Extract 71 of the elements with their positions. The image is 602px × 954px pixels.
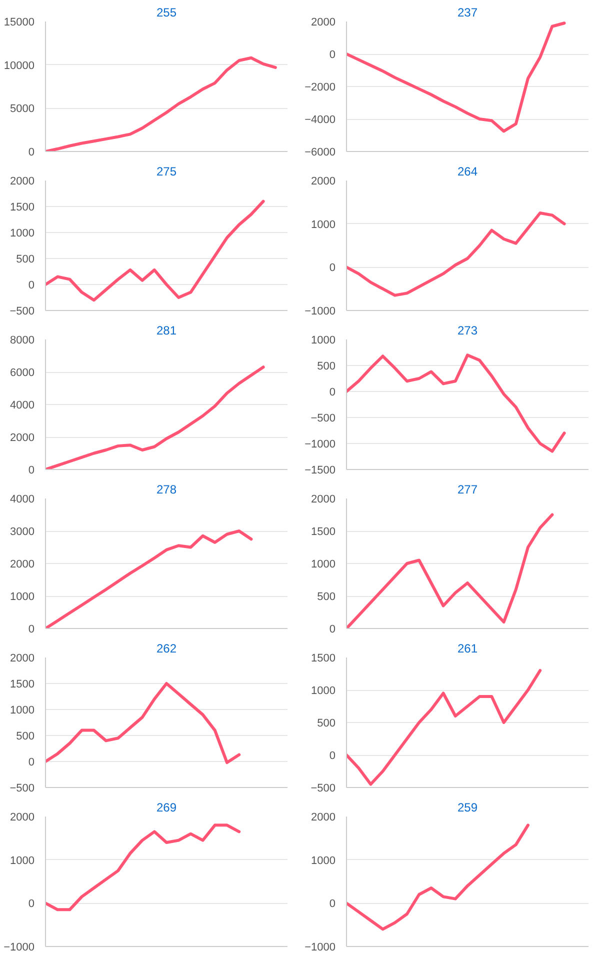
- y-tick-label: −4000: [304, 114, 336, 126]
- y-tick-label: 0: [28, 624, 35, 636]
- chart-title: 262: [156, 642, 177, 656]
- y-tick-label: 8000: [10, 334, 35, 346]
- y-tick-label: 4000: [10, 494, 35, 506]
- y-tick-label: 2000: [10, 176, 35, 188]
- chart-title: 275: [156, 164, 177, 178]
- chart-title: 277: [457, 482, 478, 496]
- y-tick-label: 1500: [10, 678, 35, 690]
- y-tick-label: 500: [317, 360, 336, 372]
- y-tick-label: 2000: [10, 432, 35, 444]
- y-tick-label: −2000: [304, 82, 336, 94]
- y-tick-label: 1000: [311, 334, 336, 346]
- y-tick-label: 1000: [311, 854, 336, 867]
- y-tick-label: 0: [28, 756, 35, 768]
- y-tick-label: 0: [28, 898, 35, 910]
- chart-title: 264: [457, 164, 478, 178]
- y-tick-label: −500: [10, 782, 35, 794]
- y-tick-label: 1000: [311, 558, 336, 570]
- y-tick-label: 3000: [10, 526, 35, 538]
- y-tick-label: 0: [28, 280, 35, 292]
- y-tick-label: 6000: [10, 367, 35, 379]
- y-tick-label: 1000: [311, 685, 336, 697]
- y-tick-label: 1000: [10, 591, 35, 603]
- y-tick-label: −500: [10, 306, 35, 318]
- y-tick-label: −1000: [304, 438, 336, 450]
- y-tick-label: 2000: [311, 494, 336, 506]
- y-tick-label: 2000: [10, 812, 35, 824]
- y-tick-label: −500: [310, 782, 336, 794]
- chart-title: 237: [457, 6, 478, 20]
- y-tick-label: 1000: [10, 228, 35, 240]
- y-tick-label: 0: [329, 624, 336, 636]
- y-tick-label: 2000: [311, 812, 336, 824]
- y-tick-label: 1500: [311, 652, 336, 664]
- y-tick-label: 1000: [311, 218, 336, 231]
- y-tick-label: 0: [329, 750, 336, 762]
- y-tick-label: −500: [310, 412, 336, 424]
- y-tick-label: 0: [329, 898, 336, 910]
- y-tick-label: −1000: [4, 942, 35, 954]
- y-tick-label: 500: [16, 730, 35, 742]
- y-tick-label: 500: [317, 718, 336, 730]
- y-tick-label: 0: [28, 146, 35, 158]
- y-tick-label: 1000: [10, 704, 35, 716]
- chart-title: 261: [457, 642, 478, 656]
- y-tick-label: 0: [28, 464, 35, 476]
- y-tick-label: 0: [329, 262, 336, 274]
- y-tick-label: −1500: [304, 464, 336, 476]
- y-tick-label: 4000: [10, 400, 35, 412]
- y-tick-label: 1500: [311, 526, 336, 538]
- y-tick-label: 1000: [10, 854, 35, 867]
- y-tick-label: 500: [16, 254, 35, 266]
- chart-title: 259: [457, 800, 478, 814]
- y-tick-label: 2000: [311, 16, 336, 28]
- chart-title: 281: [156, 324, 177, 338]
- chart-title: 255: [156, 6, 177, 20]
- y-tick-label: 2000: [10, 652, 35, 664]
- chart-title: 273: [457, 324, 478, 338]
- y-tick-label: 2000: [311, 176, 336, 188]
- y-tick-label: −1000: [304, 306, 336, 318]
- y-tick-label: 0: [329, 386, 336, 398]
- y-tick-label: 10000: [4, 60, 35, 72]
- y-tick-label: 1500: [10, 202, 35, 214]
- y-tick-label: −1000: [304, 942, 336, 954]
- chart-title: 278: [156, 482, 177, 496]
- y-tick-label: 500: [317, 591, 336, 603]
- y-tick-label: 0: [329, 49, 336, 61]
- y-tick-label: −6000: [304, 146, 336, 158]
- y-tick-label: 2000: [10, 558, 35, 570]
- chart-title: 269: [156, 800, 177, 814]
- y-tick-label: 5000: [10, 103, 35, 116]
- y-tick-label: 15000: [4, 16, 35, 28]
